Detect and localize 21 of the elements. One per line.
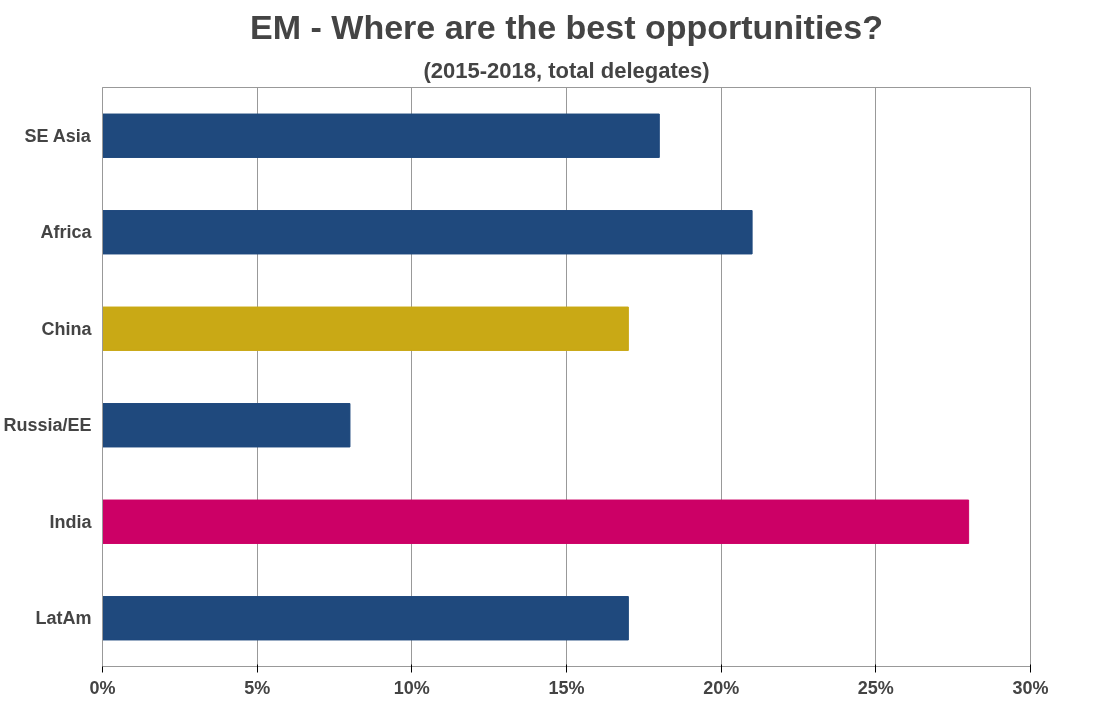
bar bbox=[102, 499, 970, 544]
chart-title: EM - Where are the best opportunities? bbox=[250, 7, 883, 46]
bar bbox=[102, 113, 660, 158]
bar bbox=[102, 403, 351, 448]
bar bbox=[102, 306, 629, 351]
y-tick-label: China bbox=[41, 318, 93, 339]
y-tick-label: LatAm bbox=[35, 608, 92, 629]
x-tick-label: 15% bbox=[548, 677, 585, 698]
x-tick-label: 25% bbox=[857, 677, 894, 698]
x-tick-label: 20% bbox=[703, 677, 740, 698]
x-tick-label: 0% bbox=[89, 677, 116, 698]
y-tick-label: Africa bbox=[40, 222, 93, 243]
y-tick-label: India bbox=[49, 511, 93, 532]
x-tick-label: 5% bbox=[244, 677, 271, 698]
chart-subtitle: (2015-2018, total delegates) bbox=[423, 57, 710, 83]
x-tick-label: 30% bbox=[1012, 677, 1049, 698]
bar bbox=[102, 596, 629, 641]
y-tick-label: Russia/EE bbox=[3, 415, 92, 436]
y-tick-label: SE Asia bbox=[24, 125, 92, 146]
bar bbox=[102, 210, 753, 255]
x-tick-label: 10% bbox=[393, 677, 430, 698]
